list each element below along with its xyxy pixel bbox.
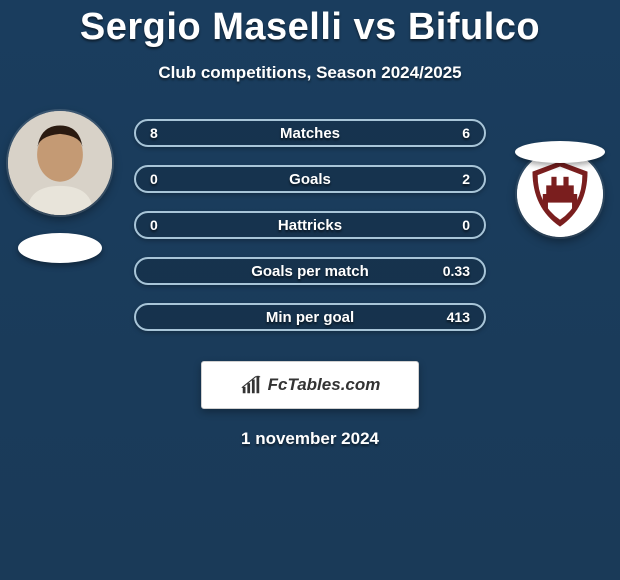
stat-value-right: 2 <box>462 171 470 187</box>
stat-row-goals: 0 Goals 2 <box>134 165 486 193</box>
brand-label: FcTables.com <box>268 375 381 395</box>
club-badge-right <box>517 151 603 237</box>
stat-label: Hattricks <box>278 217 342 234</box>
brand-badge[interactable]: FcTables.com <box>201 361 419 409</box>
stat-value-left: 8 <box>150 125 158 141</box>
stat-label: Min per goal <box>266 309 354 326</box>
subtitle: Club competitions, Season 2024/2025 <box>0 63 620 83</box>
avatar-placeholder-icon <box>8 111 112 215</box>
stat-label: Matches <box>280 125 340 142</box>
page-title: Sergio Maselli vs Bifulco <box>0 0 620 49</box>
flag-right <box>515 141 605 163</box>
club-crest-icon <box>517 151 603 237</box>
flag-left <box>18 233 102 263</box>
stat-row-min-per-goal: Min per goal 413 <box>134 303 486 331</box>
stat-label: Goals <box>289 171 331 188</box>
date-label: 1 november 2024 <box>0 429 620 449</box>
bar-chart-icon <box>240 374 262 396</box>
left-player-column <box>0 111 120 263</box>
right-player-column <box>500 151 620 237</box>
stat-row-matches: 8 Matches 6 <box>134 119 486 147</box>
stat-row-hattricks: 0 Hattricks 0 <box>134 211 486 239</box>
stats-list: 8 Matches 6 0 Goals 2 0 Hattricks 0 Goal… <box>134 119 486 331</box>
stat-value-left: 0 <box>150 171 158 187</box>
comparison-panel: 8 Matches 6 0 Goals 2 0 Hattricks 0 Goal… <box>0 111 620 341</box>
player-avatar-left <box>8 111 112 215</box>
stat-value-right: 0.33 <box>443 263 470 279</box>
stat-label: Goals per match <box>251 263 369 280</box>
stat-row-goals-per-match: Goals per match 0.33 <box>134 257 486 285</box>
stat-value-right: 0 <box>462 217 470 233</box>
stat-value-left: 0 <box>150 217 158 233</box>
stat-value-right: 413 <box>447 309 470 325</box>
stat-value-right: 6 <box>462 125 470 141</box>
